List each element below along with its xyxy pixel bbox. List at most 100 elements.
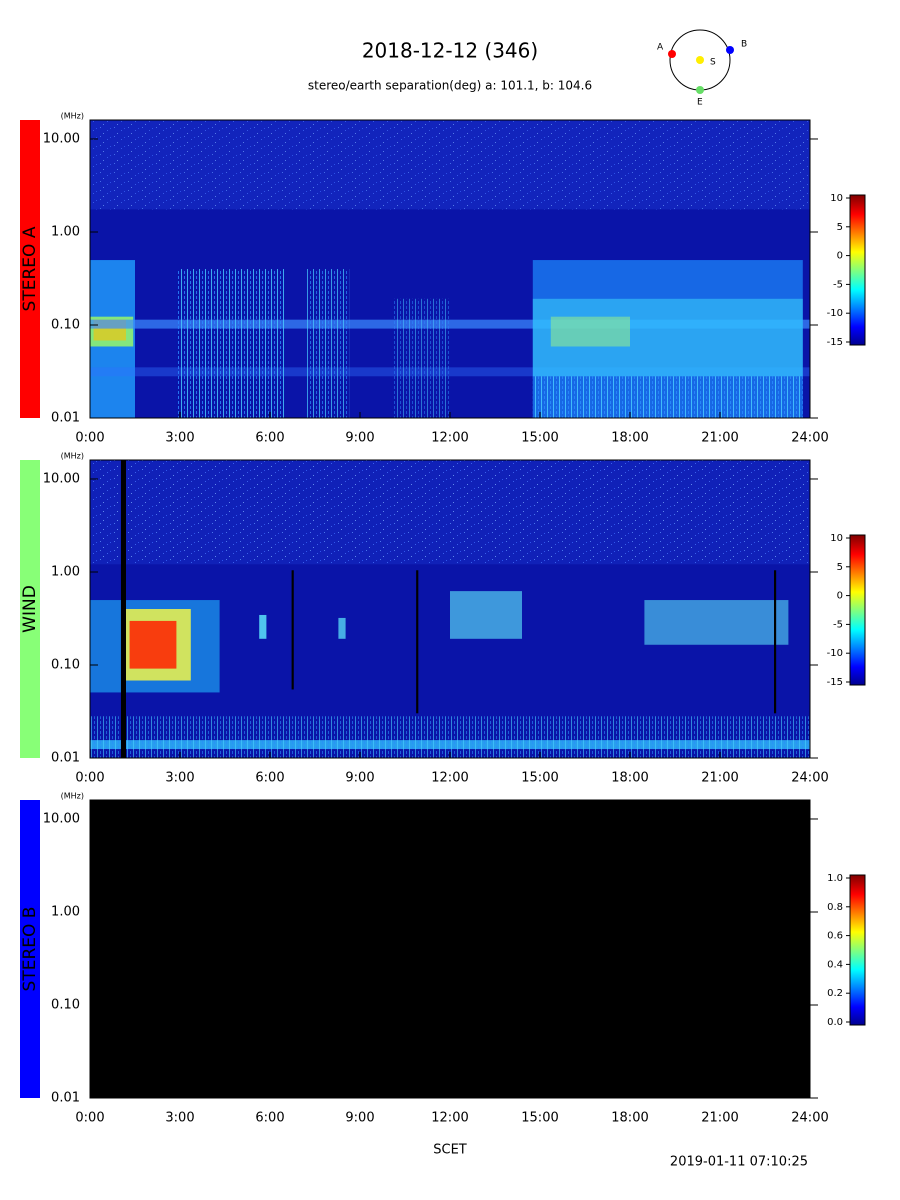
x-tick-label: 21:00 (701, 1111, 738, 1126)
x-tick-label: 24:00 (791, 431, 828, 446)
y-tick-label: 1.00 (51, 904, 80, 919)
orbit-dot (726, 46, 734, 54)
panel-label-bar (20, 460, 40, 758)
panel-label-bar (20, 120, 40, 418)
x-tick-label: 9:00 (345, 1111, 374, 1126)
orbit-diagram: A B S E (657, 29, 747, 108)
colorbar (849, 194, 866, 346)
x-tick-label: 12:00 (431, 771, 468, 786)
spectrogram-texture (532, 376, 803, 418)
spectrogram-texture (450, 591, 522, 639)
colorbar (849, 874, 866, 1026)
x-tick-label: 6:00 (255, 771, 284, 786)
title: 2018-12-12 (346) (362, 39, 538, 63)
colorbar-tick-label: 0 (837, 251, 843, 262)
colorbar-tick-label: 10 (830, 193, 843, 204)
x-tick-label: 24:00 (791, 771, 828, 786)
spectrogram-texture (120, 460, 126, 758)
y-unit: (MHz) (61, 792, 84, 801)
spectrogram-texture (550, 316, 630, 347)
colorbar-tick-label: -10 (827, 308, 843, 319)
x-tick-label: 18:00 (611, 1111, 648, 1126)
orbit-label: B (741, 40, 747, 50)
spectrogram-texture (90, 460, 810, 565)
panel-label: STEREO A (20, 226, 40, 311)
panel-label: STEREO B (20, 907, 40, 992)
y-tick-label: 1.00 (51, 564, 80, 579)
colorbar-tick-label: 5 (837, 222, 843, 233)
colorbar (849, 534, 866, 686)
x-tick-label: 15:00 (521, 431, 558, 446)
colorbar-tick-label: 0.2 (827, 988, 843, 999)
colorbar-tick-label: 0.6 (827, 931, 843, 942)
spectrogram-texture (259, 614, 267, 639)
subtitle: stereo/earth separation(deg) a: 101.1, b… (308, 79, 592, 93)
spectrogram-texture (392, 298, 450, 418)
x-tick-label: 15:00 (521, 771, 558, 786)
spectrogram-texture (90, 120, 810, 210)
colorbar-tick-label: 10 (830, 533, 843, 544)
x-tick-label: 0:00 (75, 1111, 104, 1126)
spectrogram-texture (532, 298, 803, 377)
orbit-label: S (710, 58, 716, 68)
spectrogram-texture (306, 269, 350, 418)
panel: STEREO A (MHz) 0.01 0.10 1.00 10.00 0:00 3:00 6:… (20, 112, 866, 446)
colorbar-tick-label: -15 (827, 337, 843, 348)
spectrogram-texture (416, 570, 419, 714)
y-tick-label: 0.10 (51, 997, 80, 1012)
orbit-label: E (697, 98, 703, 108)
colorbar-tick-label: 1.0 (827, 873, 843, 884)
colorbar-tick-label: 0 (837, 591, 843, 602)
orbit-dot (668, 50, 676, 58)
x-axis-label: SCET (433, 1143, 467, 1158)
colorbar-tick-label: 0.8 (827, 902, 843, 913)
x-tick-label: 15:00 (521, 1111, 558, 1126)
orbit-dot (696, 56, 704, 64)
x-tick-label: 18:00 (611, 771, 648, 786)
colorbar-tick-label: 0.4 (827, 959, 843, 970)
y-tick-label: 10.00 (43, 811, 80, 826)
timestamp: 2019-01-11 07:10:25 (670, 1155, 808, 1170)
x-tick-label: 12:00 (431, 1111, 468, 1126)
x-tick-label: 21:00 (701, 431, 738, 446)
panel-label: WIND (20, 585, 40, 633)
spectrogram-texture (90, 460, 810, 565)
y-unit: (MHz) (61, 452, 84, 461)
x-tick-label: 24:00 (791, 1111, 828, 1126)
colorbar-tick-label: -15 (827, 677, 843, 688)
x-tick-label: 3:00 (165, 431, 194, 446)
colorbar-tick-label: -10 (827, 648, 843, 659)
y-tick-label: 10.00 (43, 131, 80, 146)
colorbar-tick-label: -5 (833, 619, 843, 630)
spectrogram-texture (774, 570, 777, 714)
x-tick-label: 3:00 (165, 1111, 194, 1126)
spectrogram-texture (338, 617, 346, 639)
colorbar-tick-label: -5 (833, 279, 843, 290)
x-tick-label: 6:00 (255, 1111, 284, 1126)
spectrogram-texture (644, 600, 789, 645)
spectrogram-texture (129, 620, 177, 669)
y-unit: (MHz) (61, 112, 84, 121)
x-tick-label: 9:00 (345, 431, 374, 446)
orbit-dot (696, 86, 704, 94)
y-tick-label: 0.10 (51, 317, 80, 332)
x-tick-label: 12:00 (431, 431, 468, 446)
colorbar-tick-label: 0.0 (827, 1017, 843, 1028)
spectrogram-background (90, 800, 810, 1098)
x-tick-label: 21:00 (701, 771, 738, 786)
x-tick-label: 0:00 (75, 771, 104, 786)
y-tick-label: 1.00 (51, 224, 80, 239)
y-tick-label: 0.01 (51, 411, 80, 426)
colorbar-tick-label: 5 (837, 562, 843, 573)
x-tick-label: 6:00 (255, 431, 284, 446)
x-tick-label: 18:00 (611, 431, 648, 446)
x-tick-label: 3:00 (165, 771, 194, 786)
y-tick-label: 0.01 (51, 751, 80, 766)
orbit-label: A (657, 43, 664, 53)
panel: WIND (MHz) 0.01 0.10 1.00 10.00 0:00 3:00 6:00 9:… (20, 452, 866, 786)
panel: STEREO B (MHz) 0.01 0.10 1.00 10.00 0:00 3:00 6:… (20, 792, 866, 1126)
x-tick-label: 0:00 (75, 431, 104, 446)
x-tick-label: 9:00 (345, 771, 374, 786)
spectrogram-texture (176, 269, 285, 418)
